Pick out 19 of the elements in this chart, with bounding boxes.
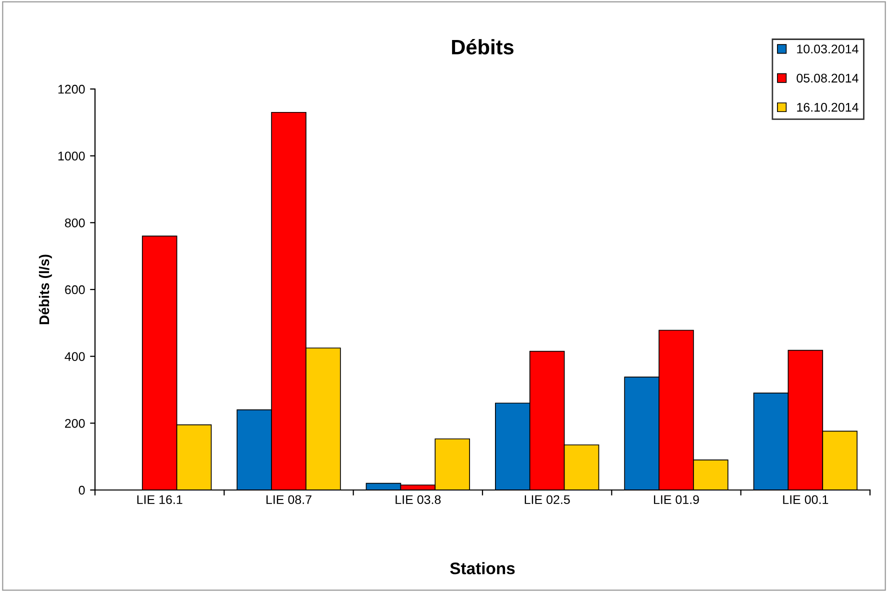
legend-label: 05.08.2014 (796, 74, 858, 83)
legend-label: 16.10.2014 (797, 102, 858, 112)
chart-title: Débits (452, 39, 514, 54)
y-tick-label: 400 (64, 352, 85, 361)
y-tick-label: 1200 (58, 84, 85, 94)
x-tick-label: LIE 03.8 (396, 495, 441, 504)
y-axis-title: Débits (l/s) (38, 254, 52, 324)
y-tick-label: 600 (65, 285, 85, 294)
x-tick-label: LIE 01.9 (654, 495, 699, 504)
y-tick-label: 200 (65, 418, 85, 428)
y-tick-label: 0 (78, 486, 85, 495)
legend-label: 10.03.2014 (797, 44, 858, 54)
x-tick-label: LIE 08.7 (266, 495, 312, 504)
x-tick-label: LIE 00.1 (783, 495, 828, 504)
x-tick-label: LIE 16.1 (137, 495, 182, 504)
x-tick-label: LIE 02.5 (524, 495, 570, 504)
x-axis-title: Stations (450, 562, 515, 574)
y-tick-label: 800 (64, 218, 85, 228)
y-tick-label: 1000 (58, 152, 85, 160)
